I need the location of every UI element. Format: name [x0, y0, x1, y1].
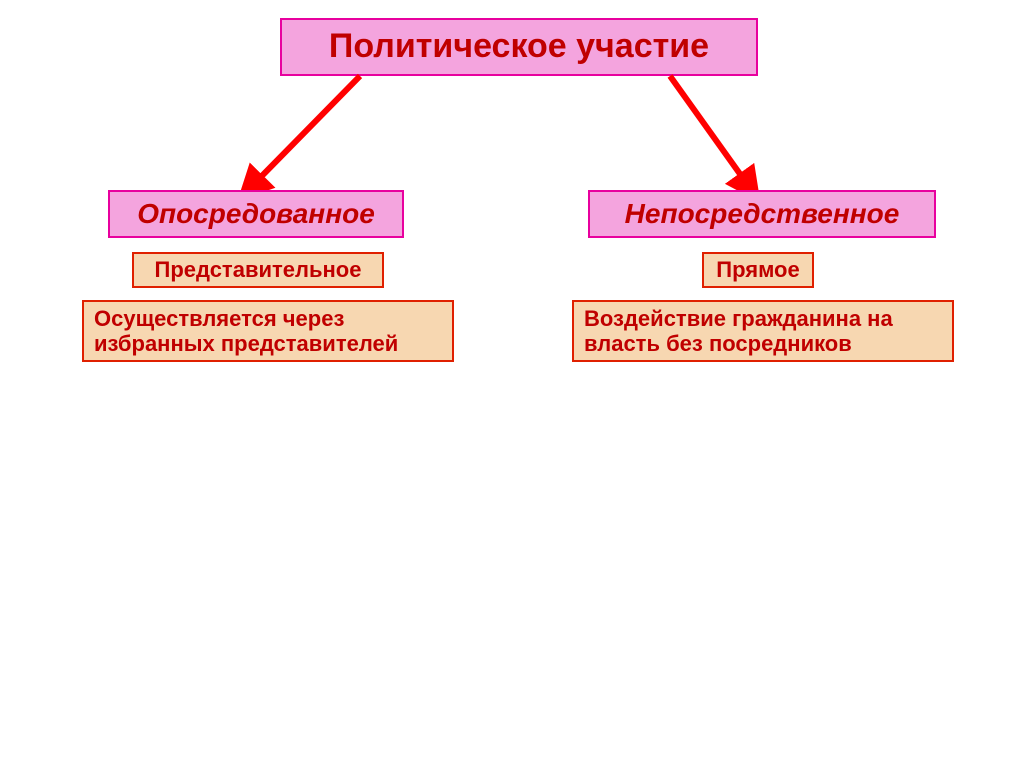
right-heading-text: Непосредственное — [625, 198, 900, 230]
right-desc-box: Воздействие гражданина на власть без пос… — [572, 300, 954, 362]
right-tag-text: Прямое — [716, 257, 799, 282]
left-heading-box: Опосредованное — [108, 190, 404, 238]
arrow-left — [250, 76, 360, 188]
title-box: Политическое участие — [280, 18, 758, 76]
left-tag-box: Представительное — [132, 252, 384, 288]
right-desc-text: Воздействие гражданина на власть без пос… — [584, 306, 942, 357]
left-heading-text: Опосредованное — [137, 198, 375, 230]
right-tag-box: Прямое — [702, 252, 814, 288]
right-heading-box: Непосредственное — [588, 190, 936, 238]
arrow-right — [670, 76, 750, 188]
left-tag-text: Представительное — [155, 257, 362, 282]
title-text: Политическое участие — [329, 27, 709, 66]
arrows-layer — [0, 0, 1023, 771]
left-desc-box: Осуществляется через избранных представи… — [82, 300, 454, 362]
left-desc-text: Осуществляется через избранных представи… — [94, 306, 442, 357]
